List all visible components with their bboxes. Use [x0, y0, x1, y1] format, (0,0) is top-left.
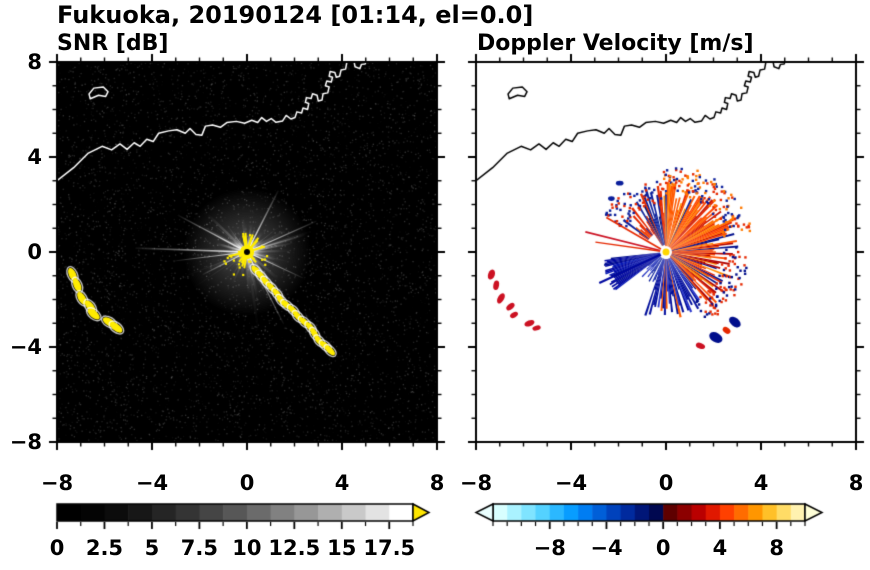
doppler-colorbar-tick-label: 4: [712, 536, 728, 560]
snr-x-tick-label: 0: [239, 471, 255, 495]
snr-colorbar-tick-label: 2.5: [85, 536, 124, 560]
doppler-x-tick-label: 0: [658, 471, 674, 495]
doppler-colorbar-tick-label: 8: [769, 536, 784, 560]
snr-x-tick-label: 4: [334, 471, 350, 495]
doppler-x-tick-label: −8: [459, 471, 493, 495]
snr-colorbar-tick-label: 17.5: [363, 536, 416, 560]
y-tick-label: 4: [27, 145, 42, 169]
snr-x-tick-label: 8: [429, 471, 445, 495]
snr-colorbar-tick-label: 0: [49, 536, 65, 560]
doppler-x-tick-label: 4: [753, 471, 769, 495]
doppler-colorbar: [470, 500, 830, 536]
y-tick-label: 8: [27, 50, 42, 74]
snr-x-tick-label: −8: [40, 471, 74, 495]
snr-radar-plot: [35, 40, 459, 464]
snr-colorbar-tick-label: 12.5: [268, 536, 321, 560]
y-tick-label: 0: [27, 240, 42, 264]
snr-colorbar-tick-label: 15: [327, 536, 357, 560]
y-tick-label: −8: [9, 430, 42, 454]
figure-title: Fukuoka, 20190124 [01:14, el=0.0]: [57, 1, 534, 29]
snr-colorbar-tick-label: 10: [232, 536, 262, 560]
snr-x-tick-label: −4: [135, 471, 169, 495]
doppler-colorbar-tick-label: 0: [655, 536, 671, 560]
doppler-x-tick-label: −4: [554, 471, 588, 495]
doppler-colorbar-tick-label: −8: [533, 536, 566, 560]
snr-colorbar-tick-label: 5: [144, 536, 160, 560]
snr-colorbar: [50, 500, 440, 536]
snr-colorbar-tick-label: 7.5: [180, 536, 218, 560]
doppler-x-tick-label: 8: [848, 471, 864, 495]
doppler-radar-plot: [454, 40, 870, 464]
y-tick-label: −4: [9, 335, 42, 359]
doppler-colorbar-tick-label: −4: [590, 536, 623, 560]
